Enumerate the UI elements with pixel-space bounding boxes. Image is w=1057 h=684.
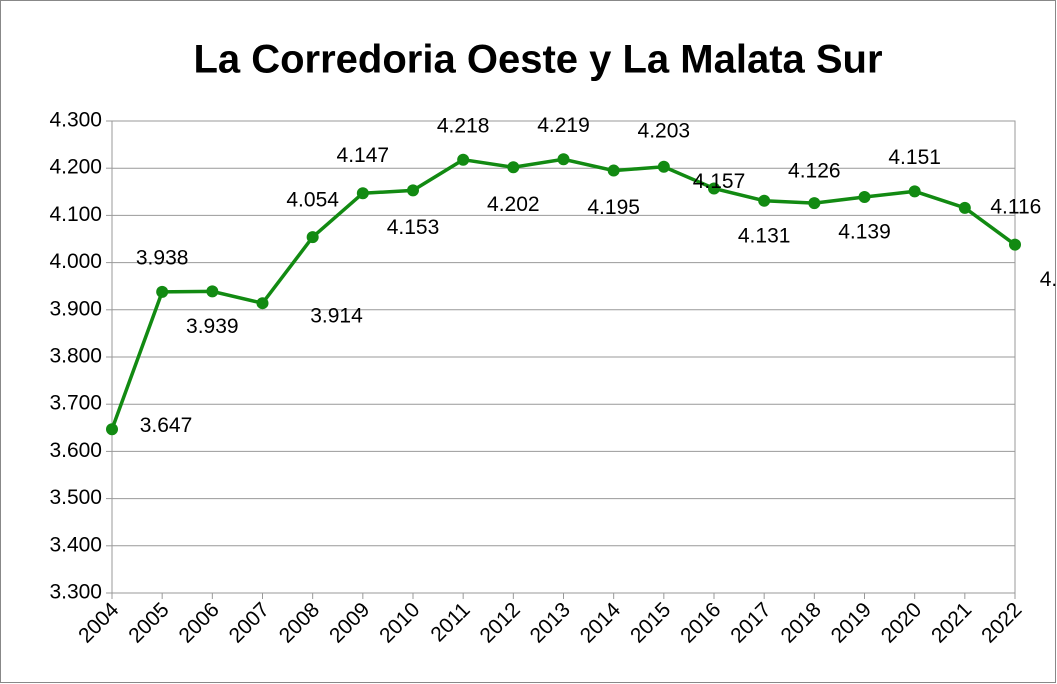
- data-point: [1009, 238, 1021, 251]
- y-tick-label: 3.300: [49, 581, 102, 604]
- y-tick-label: 3.800: [49, 345, 102, 368]
- data-point: [758, 194, 771, 207]
- data-label: 4.139: [838, 221, 891, 244]
- data-point: [657, 160, 670, 173]
- data-point: [507, 161, 520, 174]
- data-point: [407, 184, 419, 197]
- y-tick-label: 4.000: [49, 250, 102, 273]
- data-label: 4.054: [286, 189, 339, 212]
- data-point: [457, 153, 470, 166]
- data-point: [808, 197, 821, 210]
- data-label: 3.914: [310, 305, 363, 328]
- data-point: [356, 187, 369, 200]
- data-point: [607, 164, 620, 177]
- data-point: [557, 153, 570, 166]
- y-tick-label: 3.500: [49, 486, 102, 509]
- y-tick-label: 3.600: [49, 439, 102, 462]
- data-point: [306, 231, 319, 244]
- data-label: 3.938: [136, 246, 189, 269]
- y-tick-label: 3.400: [49, 533, 102, 556]
- data-point: [206, 285, 219, 298]
- data-point: [106, 423, 118, 436]
- data-point: [958, 201, 971, 214]
- data-label: 4.116: [990, 195, 1041, 218]
- data-point: [256, 297, 269, 310]
- data-label: 3.939: [186, 315, 239, 338]
- data-label: 4.038: [1040, 268, 1057, 291]
- data-label: 4.203: [638, 119, 691, 142]
- y-tick-label: 3.700: [49, 392, 102, 415]
- data-label: 4.153: [387, 216, 440, 239]
- data-label: 3.647: [140, 414, 193, 437]
- data-label: 4.195: [587, 196, 640, 219]
- data-label: 4.151: [888, 146, 941, 169]
- y-tick-label: 4.200: [49, 156, 102, 179]
- y-tick-label: 3.900: [49, 297, 102, 320]
- data-point: [708, 182, 720, 195]
- data-point: [908, 185, 921, 198]
- data-label: 4.131: [738, 224, 791, 247]
- data-point: [156, 285, 169, 298]
- data-label: 4.219: [537, 114, 590, 137]
- y-tick-label: 4.100: [49, 203, 102, 226]
- chart-title: La Corredoria Oeste y La Malata Sur: [193, 38, 882, 82]
- data-label: 4.218: [437, 114, 490, 137]
- y-tick-label: 4.300: [49, 109, 102, 132]
- data-point: [858, 190, 871, 203]
- data-label: 4.147: [337, 144, 390, 167]
- data-label: 4.126: [788, 160, 841, 183]
- data-label: 4.157: [693, 170, 746, 193]
- data-label: 4.202: [487, 193, 540, 216]
